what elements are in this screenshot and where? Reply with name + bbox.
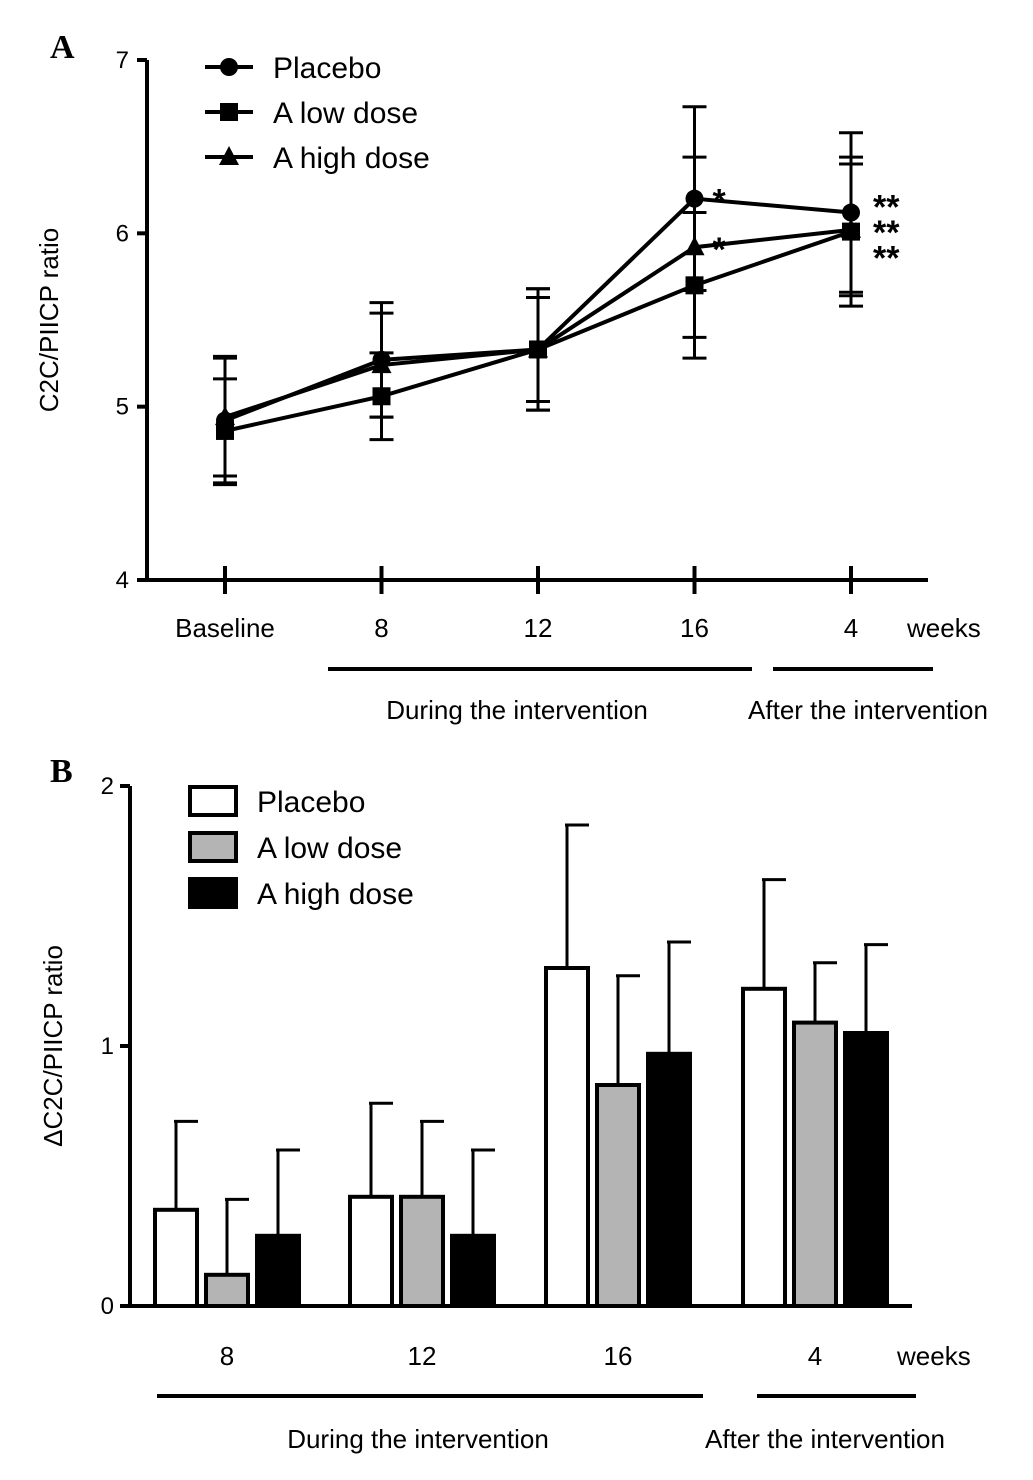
x-tick-label: 12 [524,613,553,643]
x-unit-label: weeks [896,1341,971,1371]
legend-item: Placebo [188,785,365,819]
after-period-label: After the intervention [705,1424,945,1454]
legend-item: A low dose [188,831,402,865]
legend-item: A high dose [205,142,430,175]
data-point [528,338,548,358]
bar-a-low-dose [792,1020,838,1308]
x-tick-label: Baseline [175,613,275,643]
y-tick-label: 6 [116,220,129,247]
bar-placebo [741,986,787,1308]
legend-label: A low dose [257,832,402,865]
after-period-label: After the intervention [748,695,988,725]
x-tick-label: 16 [680,613,709,643]
legend-label: A low dose [273,97,418,130]
bar-a-low-dose [204,1272,250,1309]
legend-marker [220,103,238,121]
legend-marker [219,146,239,165]
bar-a-high-dose [450,1233,496,1309]
x-tick-label: 4 [808,1341,822,1371]
legend-label: A high dose [257,878,414,911]
significance-marker: * [713,231,727,269]
legend-item: Placebo [205,52,381,85]
data-point [215,406,235,426]
legend-label: Placebo [257,786,365,819]
bar-a-low-dose [595,1083,641,1308]
bar-a-high-dose [843,1031,889,1308]
y-axis-label: ΔC2C/PIICP ratio [38,945,68,1147]
bar-placebo [348,1194,394,1309]
y-tick-label: 4 [116,567,129,594]
legend-item: A low dose [205,97,418,130]
bar-placebo [153,1207,199,1309]
panel-b-letter: B [50,753,73,790]
panel-a-letter: A [50,29,75,66]
data-point [841,218,861,238]
legend-label: Placebo [273,52,381,85]
x-tick-label: 8 [220,1341,234,1371]
panel-a: A 4 5 6 7 Baseline 8 12 16 4 weeks During the inte… [34,29,988,725]
x-tick-label: 16 [604,1341,633,1371]
x-unit-label: weeks [906,613,981,643]
y-axis-label: C2C/PIICP ratio [34,228,64,412]
legend-label: A high dose [273,142,430,175]
y-tick-label: 5 [116,394,129,421]
bar-placebo [544,966,590,1308]
legend-marker [220,58,238,76]
bar-a-low-dose [399,1194,445,1309]
y-tick-label: 2 [101,773,114,800]
y-tick-label: 7 [116,47,129,74]
data-point [371,354,392,374]
y-tick-label: 1 [101,1033,114,1060]
significance-marker: ** [873,189,900,227]
legend-swatch [188,831,238,863]
x-tick-label: 12 [408,1341,437,1371]
data-point [684,236,705,256]
series-a-high-dose [213,155,863,478]
bar-a-high-dose [255,1233,301,1309]
x-tick-label: 4 [844,613,858,643]
significance-marker: ** [873,214,900,252]
during-period-label: During the intervention [287,1424,549,1454]
during-period-label: During the intervention [386,695,648,725]
x-tick-label: 8 [374,613,388,643]
bar-a-high-dose [646,1051,692,1309]
significance-marker: ** [873,240,900,278]
y-tick-label: 0 [101,1293,114,1320]
legend-item: A high dose [188,877,414,911]
legend-swatch [188,877,238,909]
significance-marker: * [713,183,727,221]
legend-swatch [188,785,238,817]
